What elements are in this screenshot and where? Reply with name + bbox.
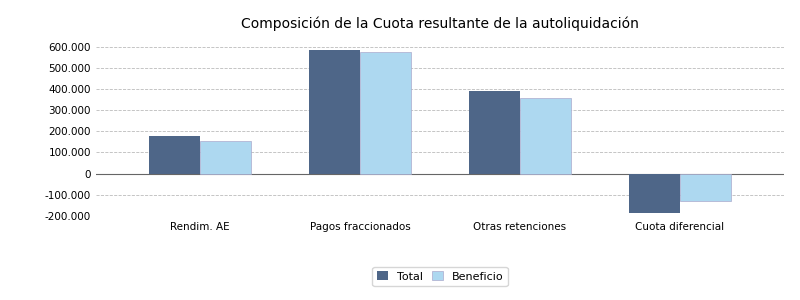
Title: Composición de la Cuota resultante de la autoliquidación: Composición de la Cuota resultante de la… [241, 16, 639, 31]
Bar [680, 174, 731, 201]
Legend: Total, Beneficio: Total, Beneficio [372, 267, 508, 286]
Bar [629, 174, 680, 213]
Bar [149, 136, 200, 174]
Bar [200, 141, 251, 174]
Bar [360, 52, 411, 174]
Bar [469, 91, 520, 174]
Bar [520, 98, 571, 174]
Bar [309, 50, 360, 174]
